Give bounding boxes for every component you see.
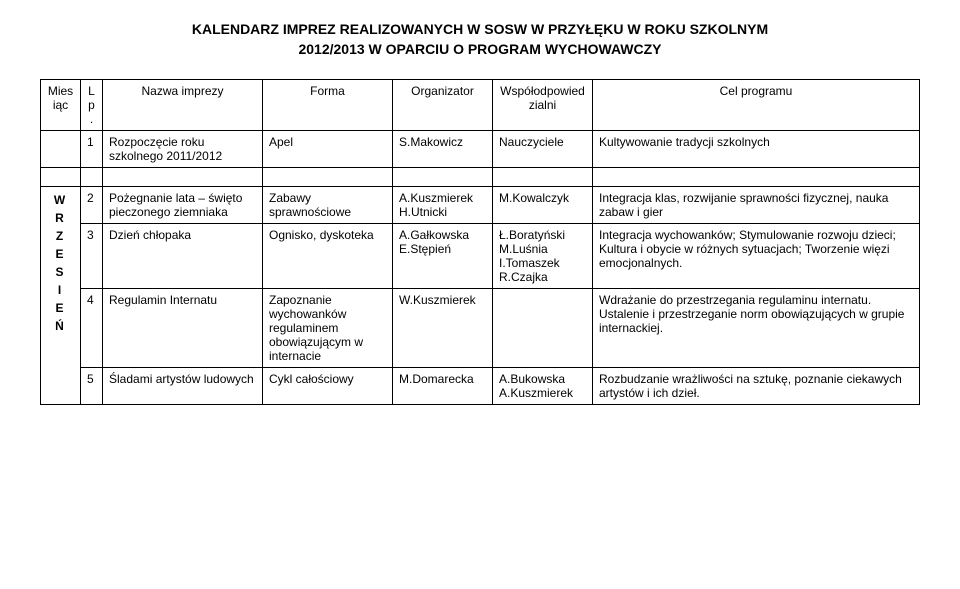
cell-org: A.Kuszmierek H.Utnicki [393, 187, 493, 224]
month-letter: E [47, 245, 74, 263]
schedule-table: Miesiąc Lp. Nazwa imprezy Forma Organiza… [40, 79, 920, 405]
cell-wspol [493, 289, 593, 368]
nazwa-text: Dzień chłopaka [109, 228, 191, 242]
title-line2: 2012/2013 W OPARCIU O PROGRAM WYCHOWAWCZ… [298, 41, 661, 57]
wspol-text: A.Bukowska A.Kuszmierek [499, 372, 573, 400]
forma-text: Zabawy sprawnościowe [269, 191, 351, 219]
forma-text: Zapoznanie wychowanków regulaminem obowi… [269, 293, 363, 363]
month-letter: I [47, 281, 74, 299]
header-cel-text: Cel programu [720, 84, 793, 98]
month-cell-blank [41, 131, 81, 168]
forma-text: Ognisko, dyskoteka [269, 228, 374, 242]
forma-text: Cykl całościowy [269, 372, 354, 386]
cell-cel: Kultywowanie tradycji szkolnych [593, 131, 920, 168]
month-cell: W R Z E S I E Ń [41, 187, 81, 405]
month-letter: R [47, 209, 74, 227]
cell-forma: Cykl całościowy [263, 368, 393, 405]
cell-nazwa: Regulamin Internatu [103, 289, 263, 368]
cell-cel: Wdrażanie do przestrzegania regulaminu i… [593, 289, 920, 368]
cell-nazwa: Dzień chłopaka [103, 224, 263, 289]
cell-org: A.Gałkowska E.Stępień [393, 224, 493, 289]
header-nazwa: Nazwa imprezy [103, 80, 263, 131]
cell-lp: 1 [81, 131, 103, 168]
nazwa-text: Regulamin Internatu [109, 293, 217, 307]
lp-text: 4 [87, 293, 94, 307]
org-text: W.Kuszmierek [399, 293, 476, 307]
month-letter: W [47, 191, 74, 209]
cell-cel: Integracja klas, rozwijanie sprawności f… [593, 187, 920, 224]
org-text: S.Makowicz [399, 135, 463, 149]
month-letter: S [47, 263, 74, 281]
cell-org: M.Domarecka [393, 368, 493, 405]
cell-cel: Integracja wychowanków; Stymulowanie roz… [593, 224, 920, 289]
lp-text: 1 [87, 135, 94, 149]
header-miesiac: Miesiąc [41, 80, 81, 131]
cell-lp: 3 [81, 224, 103, 289]
cell-wspol: Nauczyciele [493, 131, 593, 168]
cell-forma: Zabawy sprawnościowe [263, 187, 393, 224]
cel-text: Kultywowanie tradycji szkolnych [599, 135, 770, 149]
header-lp-text: Lp. [88, 84, 95, 126]
page-title: KALENDARZ IMPREZ REALIZOWANYCH W SOSW W … [40, 20, 920, 59]
month-letter: Z [47, 227, 74, 245]
header-organizator: Organizator [393, 80, 493, 131]
month-letter: E [47, 299, 74, 317]
title-line1: KALENDARZ IMPREZ REALIZOWANYCH W SOSW W … [192, 21, 768, 37]
cell-nazwa: Śladami artystów ludowych [103, 368, 263, 405]
header-cel: Cel programu [593, 80, 920, 131]
header-lp: Lp. [81, 80, 103, 131]
spacer-row [41, 168, 920, 187]
cell-wspol: M.Kowalczyk [493, 187, 593, 224]
wspol-text: M.Kowalczyk [499, 191, 569, 205]
cell-forma: Ognisko, dyskoteka [263, 224, 393, 289]
cel-text: Integracja wychowanków; Stymulowanie roz… [599, 228, 896, 270]
cell-nazwa: Pożegnanie lata – święto pieczonego ziem… [103, 187, 263, 224]
header-nazwa-text: Nazwa imprezy [141, 84, 223, 98]
org-text: A.Gałkowska E.Stępień [399, 228, 469, 256]
lp-text: 5 [87, 372, 94, 386]
month-letter: Ń [47, 317, 74, 335]
table-row: 3 Dzień chłopaka Ognisko, dyskoteka A.Ga… [41, 224, 920, 289]
table-header-row: Miesiąc Lp. Nazwa imprezy Forma Organiza… [41, 80, 920, 131]
cel-text: Integracja klas, rozwijanie sprawności f… [599, 191, 888, 219]
table-row: 5 Śladami artystów ludowych Cykl całości… [41, 368, 920, 405]
cell-org: W.Kuszmierek [393, 289, 493, 368]
table-row: W R Z E S I E Ń 2 Pożegnanie lata – świę… [41, 187, 920, 224]
cell-lp: 5 [81, 368, 103, 405]
lp-text: 2 [87, 191, 94, 205]
cell-wspol: Ł.Boratyński M.Luśnia I.Tomaszek R.Czajk… [493, 224, 593, 289]
table-row: 4 Regulamin Internatu Zapoznanie wychowa… [41, 289, 920, 368]
cel-text: Rozbudzanie wrażliwości na sztukę, pozna… [599, 372, 902, 400]
cell-lp: 2 [81, 187, 103, 224]
nazwa-text: Śladami artystów ludowych [109, 372, 254, 386]
nazwa-text: Pożegnanie lata – święto pieczonego ziem… [109, 191, 242, 219]
header-forma-text: Forma [310, 84, 345, 98]
cell-cel: Rozbudzanie wrażliwości na sztukę, pozna… [593, 368, 920, 405]
table-row: 1 Rozpoczęcie roku szkolnego 2011/2012 A… [41, 131, 920, 168]
header-wspol: Współodpowiedzialni [493, 80, 593, 131]
wspol-text: Ł.Boratyński M.Luśnia I.Tomaszek R.Czajk… [499, 228, 565, 284]
header-miesiac-text: Miesiąc [48, 84, 73, 112]
cell-org: S.Makowicz [393, 131, 493, 168]
forma-text: Apel [269, 135, 293, 149]
cell-lp: 4 [81, 289, 103, 368]
wspol-text: Nauczyciele [499, 135, 564, 149]
cel-text: Wdrażanie do przestrzegania regulaminu i… [599, 293, 904, 335]
nazwa-text: Rozpoczęcie roku szkolnego 2011/2012 [109, 135, 222, 163]
org-text: A.Kuszmierek H.Utnicki [399, 191, 473, 219]
lp-text: 3 [87, 228, 94, 242]
cell-forma: Zapoznanie wychowanków regulaminem obowi… [263, 289, 393, 368]
cell-forma: Apel [263, 131, 393, 168]
header-organizator-text: Organizator [411, 84, 474, 98]
org-text: M.Domarecka [399, 372, 474, 386]
header-forma: Forma [263, 80, 393, 131]
cell-wspol: A.Bukowska A.Kuszmierek [493, 368, 593, 405]
header-wspol-text: Współodpowiedzialni [500, 84, 585, 112]
cell-nazwa: Rozpoczęcie roku szkolnego 2011/2012 [103, 131, 263, 168]
